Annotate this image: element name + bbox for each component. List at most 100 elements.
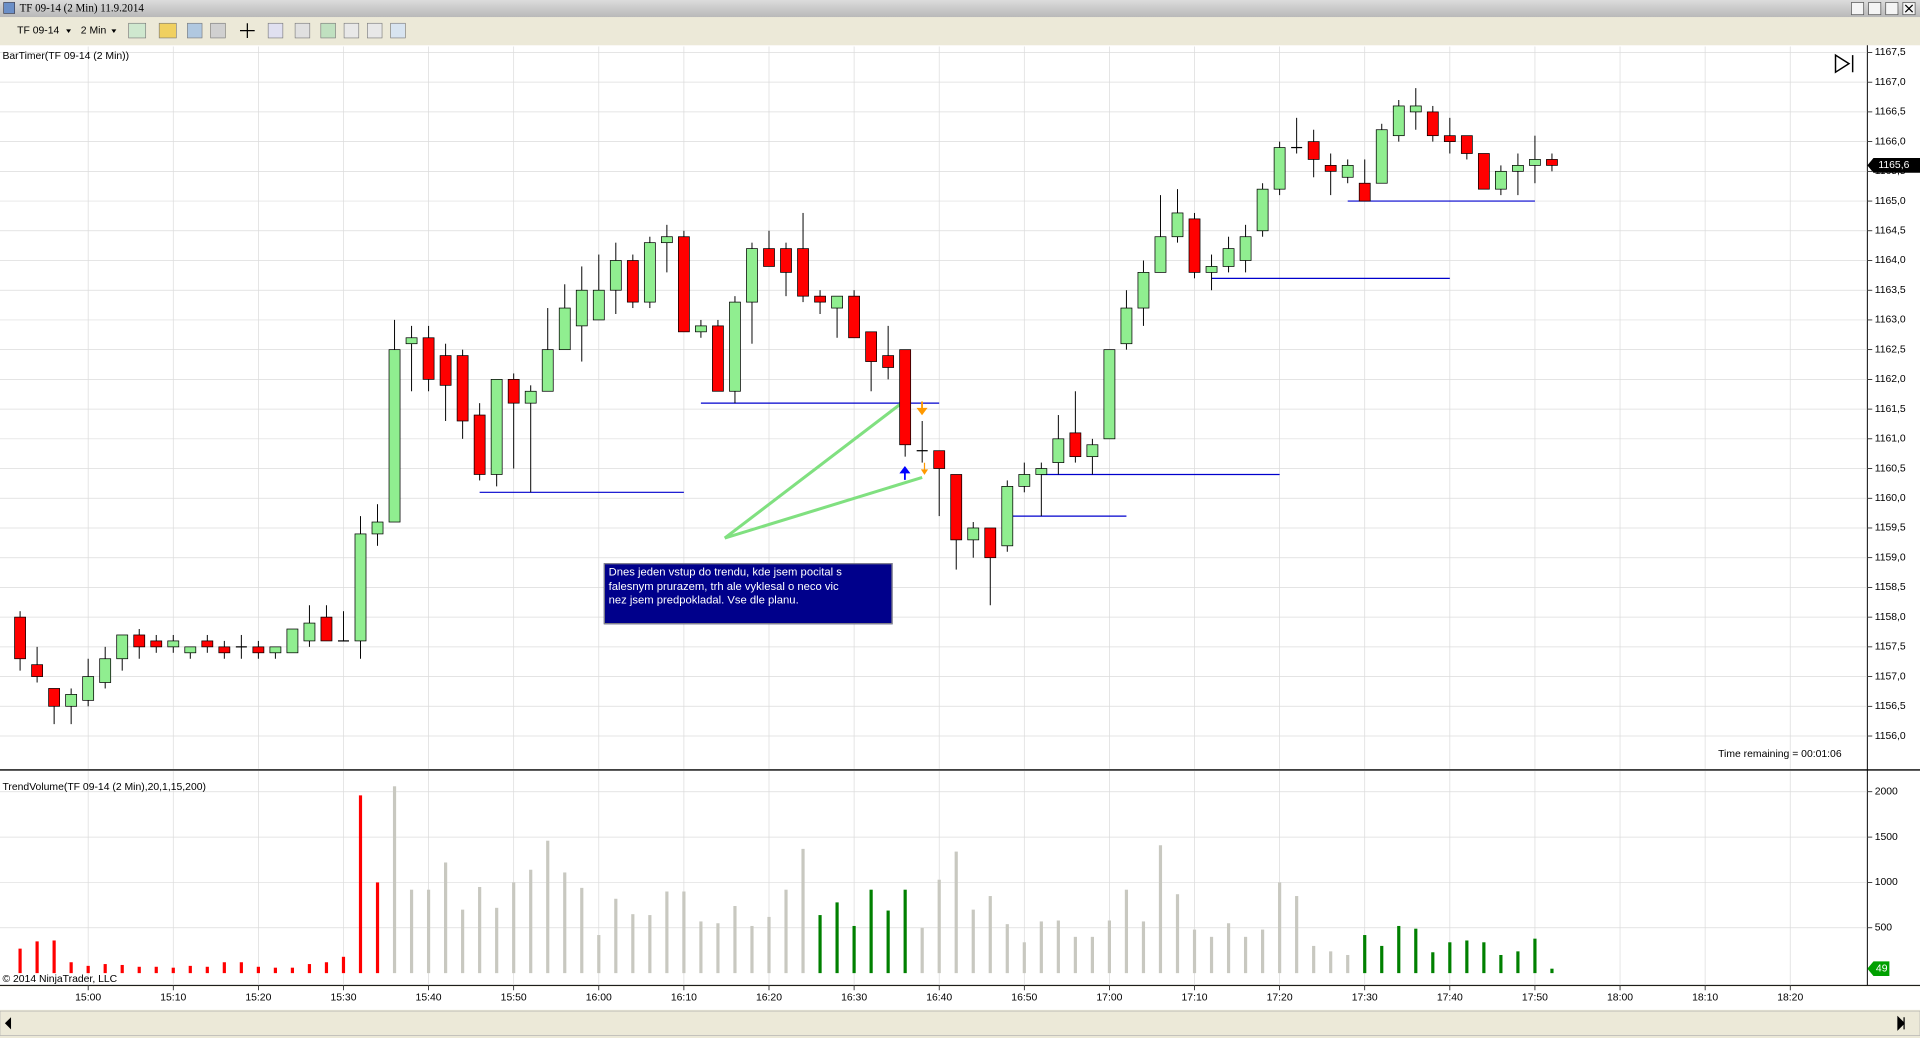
- tool-crosshair[interactable]: [240, 23, 255, 38]
- volume-bar: [614, 898, 618, 974]
- candle-body: [1358, 182, 1371, 202]
- candle-body: [1273, 147, 1286, 190]
- volume-bar: [580, 887, 584, 974]
- volume-bar: [1226, 923, 1231, 974]
- volume-bar: [307, 964, 312, 974]
- volume-bar: [1431, 952, 1435, 974]
- candle-body: [1375, 129, 1388, 184]
- volume-bar: [971, 909, 975, 974]
- x-tick-label: 18:20: [1777, 992, 1803, 1003]
- volume-bar: [290, 967, 295, 974]
- volume-bar: [750, 925, 754, 974]
- y-tick-label: 500: [1875, 923, 1893, 934]
- candle-body: [133, 634, 146, 648]
- candle-body: [303, 622, 316, 642]
- scrollbar[interactable]: [0, 1010, 1920, 1036]
- tool-indicator[interactable]: [187, 22, 203, 39]
- volume-bar: [1090, 936, 1094, 974]
- scroll-right[interactable]: [1897, 1015, 1905, 1031]
- candle-body: [1137, 272, 1150, 309]
- volume-bar: [188, 965, 192, 974]
- scroll-left[interactable]: [4, 1017, 12, 1030]
- volume-bar: [1158, 845, 1163, 974]
- tool-print[interactable]: [367, 22, 383, 39]
- volume-bar: [1022, 942, 1026, 974]
- candle-body: [950, 474, 963, 541]
- tool-image[interactable]: [343, 22, 360, 39]
- plot: 15:00 15:10 15:20 15:30 15:40 15:50 16:00 16:10…: [0, 46, 1920, 1003]
- x-tick-label: 17:30: [1352, 992, 1378, 1003]
- instrument-select[interactable]: TF 09-14: [17, 25, 59, 36]
- y-tick-label: 1500: [1875, 832, 1898, 843]
- volume-bar: [1107, 920, 1112, 974]
- candle-body: [592, 289, 605, 321]
- interval-select[interactable]: 2 Min: [81, 25, 107, 36]
- dropdown-arrow: [66, 29, 72, 34]
- volume-bar: [920, 927, 924, 974]
- y-tick-label: 1161,5: [1875, 404, 1906, 415]
- volume-bar: [767, 916, 771, 974]
- volume-bar: [597, 935, 601, 974]
- candle-body: [252, 646, 265, 654]
- tool-props[interactable]: [294, 22, 311, 39]
- last-volume-marker: [1867, 961, 1890, 977]
- x-tick-label: 15:00: [75, 992, 101, 1003]
- y-tick-label: 1166,0: [1875, 136, 1906, 147]
- candle-body: [1239, 236, 1252, 261]
- window-buttons[interactable]: [1851, 2, 1916, 16]
- volume-bar: [273, 967, 277, 974]
- volume-bar: [1295, 896, 1299, 974]
- candle-body: [524, 390, 537, 404]
- volume-bar: [563, 872, 567, 974]
- tool-data[interactable]: [320, 22, 336, 39]
- candle-body: [575, 289, 588, 327]
- volume-bar: [375, 882, 380, 974]
- skip-icon[interactable]: [1834, 53, 1854, 74]
- volume-bar: [937, 879, 941, 974]
- volume-bar: [1209, 936, 1214, 974]
- x-tick-label: 15:40: [416, 992, 442, 1003]
- candle-body: [507, 379, 520, 404]
- candle-body: [643, 242, 656, 303]
- volume-bar: [478, 886, 482, 974]
- volume-bar: [903, 889, 907, 974]
- candle-body: [1426, 111, 1439, 137]
- volume-bar: [1414, 928, 1418, 974]
- y-tick-label: 1163,0: [1875, 315, 1906, 326]
- tool-draw[interactable]: [158, 22, 177, 39]
- volume-bar: [1329, 951, 1333, 974]
- candle-body: [712, 325, 724, 392]
- btn-maximize[interactable]: [1885, 2, 1899, 16]
- volume-bar: [256, 966, 260, 974]
- volume-bar: [69, 962, 73, 974]
- tool-zoom[interactable]: [267, 22, 284, 39]
- volume-bar: [324, 962, 329, 974]
- x-tick-label: 15:50: [501, 992, 527, 1003]
- volume-bar: [818, 915, 822, 974]
- volume-bar: [1175, 894, 1180, 974]
- y-tick-label: 1160,5: [1875, 463, 1906, 474]
- volume-bar: [1465, 940, 1469, 974]
- volume-bar: [1278, 882, 1282, 974]
- dropdown-arrow: [111, 29, 117, 34]
- annotation-line: Dnes jeden vstup do trendu, kde jsem poc…: [608, 565, 842, 578]
- volume-bar: [801, 848, 805, 974]
- volume-bar: [546, 840, 550, 974]
- volume-bar: [120, 964, 124, 974]
- toolbar-icons[interactable]: [128, 22, 406, 39]
- volume-bar: [852, 925, 856, 974]
- y-tick-label: 2000: [1875, 786, 1898, 797]
- volume-bar: [461, 909, 465, 974]
- btn-minimize[interactable]: [1868, 2, 1882, 16]
- tool-strategy[interactable]: [210, 22, 226, 39]
- btn-menu[interactable]: [1851, 2, 1865, 16]
- y-tick-label: 1000: [1875, 877, 1898, 888]
- volume-bar: [1533, 938, 1537, 974]
- candle-body: [1205, 266, 1218, 273]
- tool-bars[interactable]: [128, 22, 147, 39]
- x-tick-label: 16:00: [586, 992, 612, 1003]
- volume-bar: [1312, 945, 1316, 974]
- window-icon: [3, 2, 15, 14]
- tool-window[interactable]: [390, 22, 406, 39]
